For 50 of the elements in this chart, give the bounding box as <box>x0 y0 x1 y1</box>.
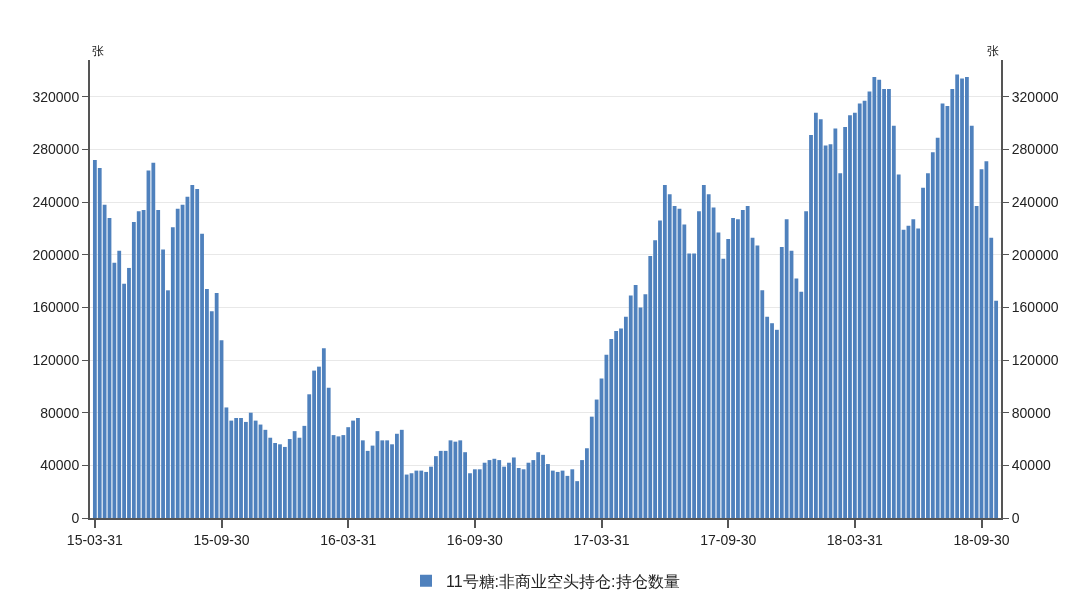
x-tick-label: 17-03-31 <box>573 531 630 548</box>
x-tick-label: 15-03-31 <box>66 531 124 548</box>
y-tick-label: 200000 <box>32 246 80 263</box>
x-tick-label: 15-09-30 <box>193 531 250 548</box>
y-tick-label: 120000 <box>32 351 80 368</box>
bar <box>833 128 838 518</box>
bar <box>784 219 789 518</box>
bar <box>214 292 219 518</box>
bar <box>263 429 268 518</box>
y-tick-label: 40000 <box>40 457 80 474</box>
y-tick-label: 240000 <box>32 194 80 211</box>
y-tick-label: 80000 <box>40 404 80 421</box>
bar <box>175 208 180 518</box>
bar <box>151 162 156 518</box>
bar <box>136 211 141 518</box>
x-tick-label: 18-09-30 <box>953 531 1010 548</box>
bar <box>911 219 916 518</box>
y2-tick-label: 120000 <box>1011 351 1059 368</box>
bar <box>190 185 195 518</box>
y2-tick-label: 40000 <box>1011 457 1051 474</box>
x-tick-label: 17-09-30 <box>700 531 757 548</box>
bar <box>292 431 297 518</box>
y-axis-title: 张 <box>92 44 104 58</box>
y2-tick-label: 80000 <box>1011 404 1051 421</box>
y2-tick-label: 0 <box>1011 509 1020 526</box>
bar <box>872 77 877 518</box>
x-tick-label: 16-03-31 <box>320 531 377 548</box>
bar <box>492 458 497 518</box>
y2-tick-label: 160000 <box>1011 299 1059 316</box>
bar <box>570 469 575 518</box>
y2-tick-label: 200000 <box>1011 246 1059 263</box>
y2-tick-label: 320000 <box>1011 88 1059 105</box>
y-tick-label: 280000 <box>32 141 80 158</box>
bar <box>419 470 424 518</box>
bar <box>633 285 638 518</box>
y2-tick-label: 280000 <box>1011 141 1059 158</box>
y2-axis-title: 张 <box>987 44 999 58</box>
bar <box>984 161 989 518</box>
bar <box>453 441 458 518</box>
y-tick-label: 160000 <box>32 299 80 316</box>
legend-label: 11号糖:非商业空头持仓:持仓数量 <box>446 572 680 590</box>
bar <box>857 103 862 518</box>
bar <box>745 206 750 518</box>
y2-tick-label: 240000 <box>1011 194 1059 211</box>
bar <box>555 471 560 518</box>
bar <box>482 462 487 518</box>
y-tick-label: 320000 <box>32 88 80 105</box>
x-tick-label: 18-03-31 <box>826 531 884 548</box>
y-tick-label: 0 <box>71 509 80 526</box>
x-tick-label: 16-09-30 <box>446 531 504 548</box>
